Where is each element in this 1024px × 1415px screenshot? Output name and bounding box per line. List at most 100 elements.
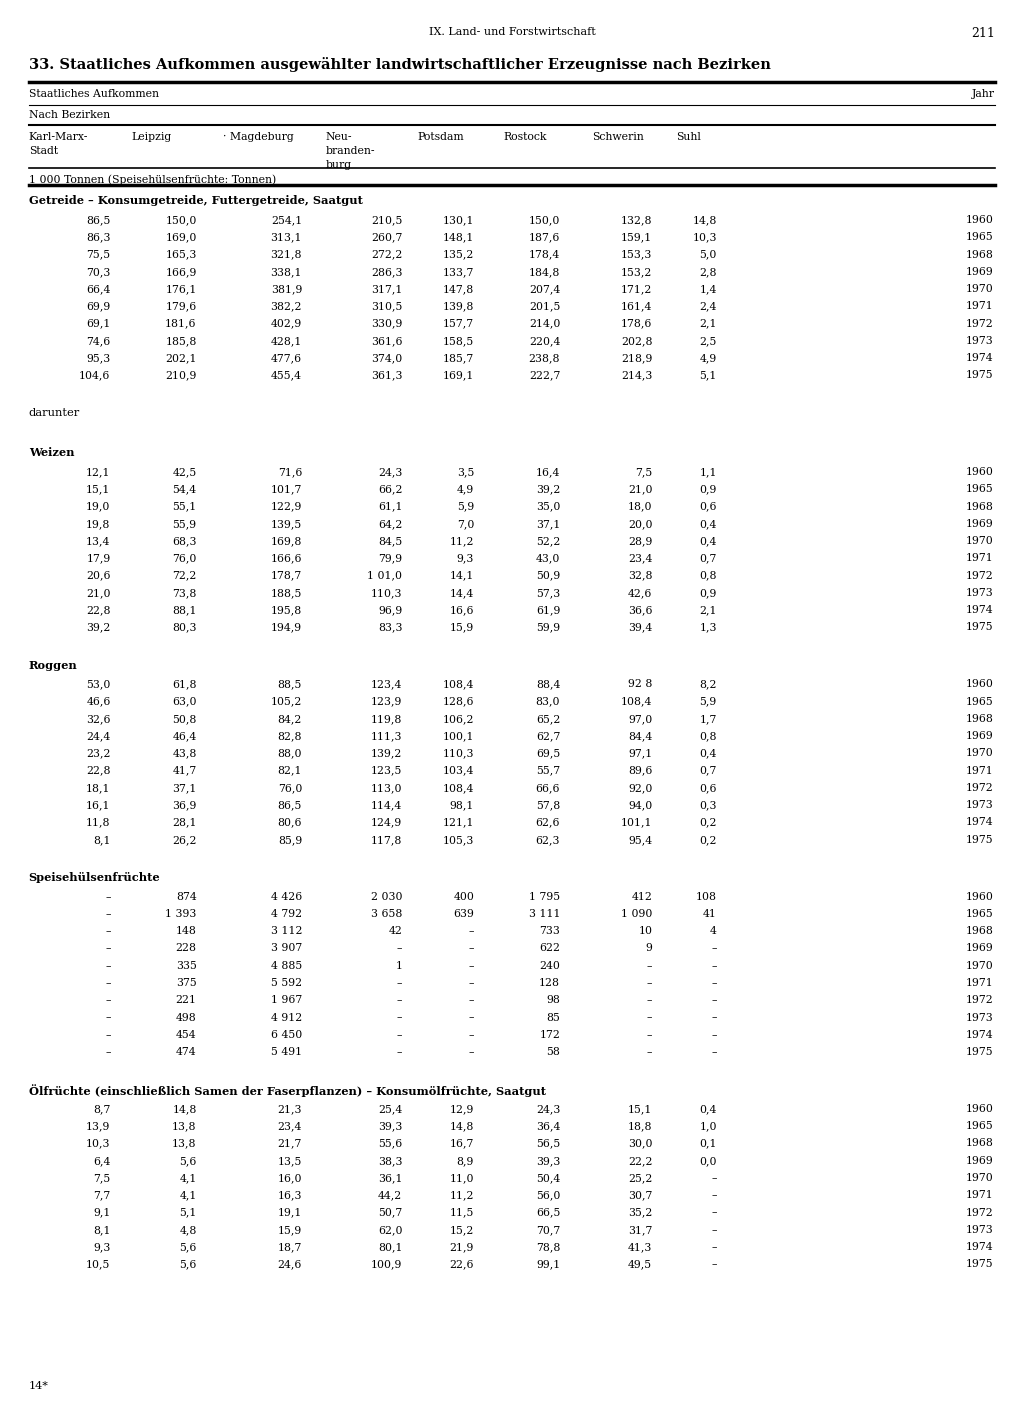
Text: 184,8: 184,8 [528,267,560,277]
Text: 150,0: 150,0 [165,215,197,225]
Text: 317,1: 317,1 [371,284,402,294]
Text: 62,3: 62,3 [536,835,560,845]
Text: 5 491: 5 491 [271,1047,302,1057]
Text: –: – [712,978,717,988]
Text: 20,0: 20,0 [628,519,652,529]
Text: 1974: 1974 [966,1242,993,1252]
Text: 202,1: 202,1 [165,354,197,364]
Text: 1,1: 1,1 [699,467,717,477]
Text: 1 393: 1 393 [165,908,197,918]
Text: 42,5: 42,5 [172,467,197,477]
Text: 4,1: 4,1 [179,1190,197,1200]
Text: 56,5: 56,5 [536,1139,560,1149]
Text: 221: 221 [175,995,197,1005]
Text: –: – [105,908,111,918]
Text: 18,7: 18,7 [278,1242,302,1252]
Text: 31,7: 31,7 [628,1225,652,1235]
Text: 1972: 1972 [966,570,993,580]
Text: 1,3: 1,3 [699,623,717,633]
Text: 169,1: 169,1 [442,371,474,381]
Text: darunter: darunter [29,408,80,417]
Text: 66,6: 66,6 [536,782,560,792]
Text: 2,5: 2,5 [699,335,717,345]
Text: 4 885: 4 885 [270,961,302,971]
Text: 123,9: 123,9 [371,696,402,706]
Text: 9,1: 9,1 [93,1207,111,1217]
Text: 4 912: 4 912 [270,1013,302,1023]
Text: 16,4: 16,4 [536,467,560,477]
Text: 57,8: 57,8 [536,801,560,811]
Text: 14,8: 14,8 [450,1121,474,1131]
Text: 35,2: 35,2 [628,1207,652,1217]
Text: Karl-Marx-: Karl-Marx- [29,132,88,142]
Text: 622: 622 [539,944,560,954]
Text: 153,2: 153,2 [621,267,652,277]
Text: –: – [712,995,717,1005]
Text: 166,9: 166,9 [165,267,197,277]
Text: 100,1: 100,1 [442,732,474,741]
Text: 11,8: 11,8 [86,818,111,828]
Text: 92 8: 92 8 [628,679,652,689]
Text: –: – [105,944,111,954]
Text: 65,2: 65,2 [536,715,560,724]
Text: 220,4: 220,4 [528,335,560,345]
Text: 1969: 1969 [966,267,993,277]
Text: 108,4: 108,4 [442,782,474,792]
Text: 99,1: 99,1 [536,1259,560,1269]
Text: Neu-: Neu- [326,132,352,142]
Text: 0,2: 0,2 [699,835,717,845]
Text: 62,6: 62,6 [536,818,560,828]
Text: 50,7: 50,7 [378,1207,402,1217]
Text: 1974: 1974 [966,354,993,364]
Text: Staatliches Aufkommen: Staatliches Aufkommen [29,89,159,99]
Text: 0,7: 0,7 [699,553,717,563]
Text: 10,3: 10,3 [86,1139,111,1149]
Text: 21,9: 21,9 [450,1242,474,1252]
Text: –: – [469,927,474,937]
Text: 0,9: 0,9 [699,484,717,494]
Text: 82,1: 82,1 [278,766,302,775]
Text: –: – [647,1030,652,1040]
Text: 15,1: 15,1 [86,484,111,494]
Text: 86,5: 86,5 [278,801,302,811]
Text: 0,8: 0,8 [699,732,717,741]
Text: 16,3: 16,3 [278,1190,302,1200]
Text: 76,0: 76,0 [278,782,302,792]
Text: 1960: 1960 [966,679,993,689]
Text: 1,4: 1,4 [699,284,717,294]
Text: 0,1: 0,1 [699,1139,717,1149]
Text: 1969: 1969 [966,1156,993,1166]
Text: 195,8: 195,8 [270,606,302,616]
Text: 105,3: 105,3 [442,835,474,845]
Text: 56,0: 56,0 [536,1190,560,1200]
Text: 1973: 1973 [966,587,993,599]
Text: 23,2: 23,2 [86,749,111,758]
Text: 12,1: 12,1 [86,467,111,477]
Text: 1970: 1970 [966,749,993,758]
Text: 57,3: 57,3 [536,587,560,599]
Text: 2 030: 2 030 [371,891,402,901]
Text: 6,4: 6,4 [93,1156,111,1166]
Text: 321,8: 321,8 [270,249,302,259]
Text: Leipzig: Leipzig [131,132,171,142]
Text: –: – [397,978,402,988]
Text: 97,1: 97,1 [628,749,652,758]
Text: 132,8: 132,8 [621,215,652,225]
Text: –: – [712,1242,717,1252]
Text: 218,9: 218,9 [621,354,652,364]
Text: 69,1: 69,1 [86,318,111,328]
Text: 8,7: 8,7 [93,1104,111,1114]
Text: 89,6: 89,6 [628,766,652,775]
Text: 26,2: 26,2 [172,835,197,845]
Text: 18,1: 18,1 [86,782,111,792]
Text: 148: 148 [176,927,197,937]
Text: 260,7: 260,7 [371,232,402,242]
Text: 39,3: 39,3 [378,1121,402,1131]
Text: 185,7: 185,7 [442,354,474,364]
Text: –: – [105,961,111,971]
Text: Nach Bezirken: Nach Bezirken [29,110,110,120]
Text: 1960: 1960 [966,1104,993,1114]
Text: 16,0: 16,0 [278,1173,302,1183]
Text: 178,4: 178,4 [528,249,560,259]
Text: 18,0: 18,0 [628,501,652,512]
